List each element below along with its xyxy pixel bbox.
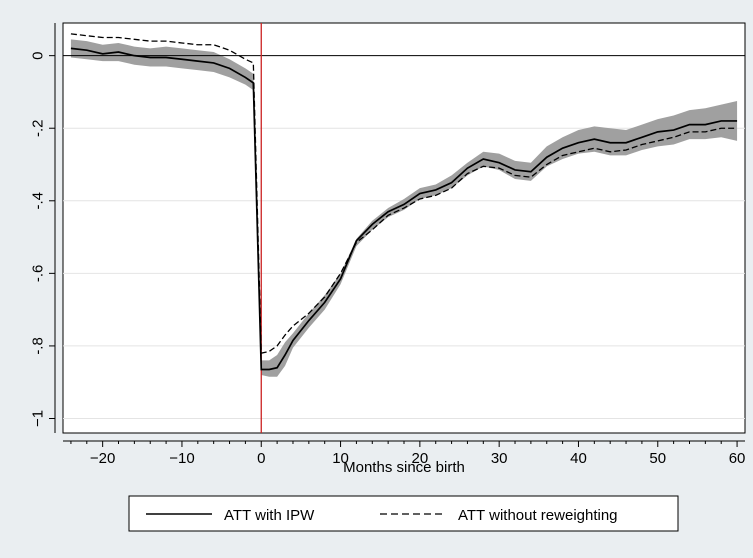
series-layer xyxy=(70,33,738,371)
x-tick-label: 10 xyxy=(332,450,349,467)
y-tick-label: -.8 xyxy=(30,337,47,355)
x-tick-label: 30 xyxy=(491,450,508,467)
x-axis-label: Months since birth xyxy=(343,459,465,476)
x-tick-label: −20 xyxy=(90,450,115,467)
y-tick-label: 0 xyxy=(30,51,47,59)
x-axis: −20 −10 0 10 20 30 40 50 60 xyxy=(63,440,746,467)
x-tick-label: 40 xyxy=(570,450,587,467)
y-tick-label: -.4 xyxy=(30,192,47,210)
y-tick-label: −1 xyxy=(30,410,47,427)
x-tick-label: 0 xyxy=(257,450,265,467)
x-tick-label: 20 xyxy=(412,450,429,467)
x-tick-label: 60 xyxy=(729,450,746,467)
legend-label-unweighted: ATT without reweighting xyxy=(458,507,618,524)
legend-label-ipw: ATT with IPW xyxy=(224,507,315,524)
x-tick-label: 50 xyxy=(649,450,666,467)
x-tick-label: −10 xyxy=(169,450,194,467)
plot-area xyxy=(62,22,746,434)
y-axis: 0 -.2 -.4 -.6 -.8 −1 xyxy=(30,23,56,433)
legend: ATT with IPW ATT without reweighting xyxy=(128,495,679,532)
y-tick-label: -.6 xyxy=(30,265,47,283)
series-line-unweighted xyxy=(70,33,738,354)
series-line-ipw xyxy=(70,47,738,371)
y-tick-label: -.2 xyxy=(30,119,47,137)
